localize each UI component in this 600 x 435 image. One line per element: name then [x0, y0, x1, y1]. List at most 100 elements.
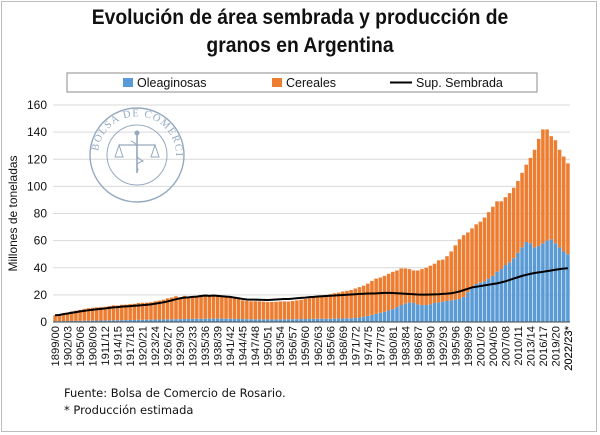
bar-cereales	[557, 149, 562, 248]
bar-oleaginosas	[482, 281, 487, 322]
bar-oleaginosas	[99, 320, 103, 322]
legend-item-oleaginosas: Oleaginosas	[123, 76, 207, 90]
bar-cereales	[407, 269, 412, 303]
bar-cereales	[145, 302, 149, 320]
x-tick-label: 1932/33	[188, 326, 200, 366]
bar-oleaginosas	[315, 318, 320, 322]
bar-cereales	[290, 300, 295, 320]
bar-oleaginosas	[328, 318, 333, 322]
line-sup-sembrada	[55, 267, 568, 317]
bar-oleaginosas	[274, 319, 278, 322]
x-tick-label: 1920/21	[138, 326, 150, 366]
bar-cereales	[424, 267, 428, 306]
bar-cereales	[353, 288, 358, 318]
bar-cereales	[395, 270, 399, 308]
x-tick-label: 1983/84	[400, 326, 412, 366]
seal-emblem-serpent	[130, 140, 145, 172]
bar-cereales	[482, 217, 487, 282]
bar-cereales	[349, 289, 353, 319]
bar-oleaginosas	[290, 319, 295, 322]
bar-oleaginosas	[361, 316, 366, 322]
bar-cereales	[282, 301, 287, 320]
x-tick-label: 2022/23*	[563, 325, 575, 370]
bar-cereales	[378, 277, 383, 313]
bar-oleaginosas	[453, 299, 458, 322]
legend-label: Cereales	[286, 76, 336, 90]
bar-oleaginosas	[170, 319, 174, 322]
bar-cereales	[278, 301, 283, 320]
bar-oleaginosas	[240, 319, 245, 322]
bar-oleaginosas	[386, 310, 391, 322]
bar-oleaginosas	[95, 320, 99, 322]
bar-cereales	[495, 201, 499, 272]
bar-oleaginosas	[532, 247, 537, 322]
x-tick-label: 1977/78	[375, 326, 387, 366]
bar-oleaginosas	[195, 318, 199, 322]
bar-cereales	[149, 302, 153, 320]
bar-cereales	[95, 307, 99, 321]
bar-cereales	[69, 311, 74, 321]
x-tick-label: 1971/72	[350, 326, 362, 366]
x-tick-label: 1950/51	[263, 326, 275, 366]
bar-oleaginosas	[424, 305, 428, 322]
bar-cereales	[120, 304, 124, 321]
bar-cereales	[411, 270, 416, 304]
bar-oleaginosas	[111, 320, 116, 322]
x-tick-label: 1956/57	[288, 326, 300, 366]
bar-cereales	[128, 304, 132, 320]
bar-oleaginosas	[336, 318, 341, 322]
x-tick-label: 1992/93	[438, 326, 450, 366]
bar-cereales	[470, 228, 474, 287]
x-tick-label: 1974/75	[363, 326, 375, 366]
bar-oleaginosas	[507, 262, 512, 322]
bar-cereales	[211, 295, 216, 319]
bar-oleaginosas	[432, 303, 437, 322]
bar-cereales	[161, 299, 166, 320]
bar-oleaginosas	[461, 296, 466, 322]
bar-cereales	[332, 293, 337, 319]
bar-cereales	[382, 275, 387, 312]
x-tick-label: 1905/06	[75, 326, 87, 366]
y-tick-label: 100	[27, 179, 47, 193]
bar-cereales	[240, 300, 245, 320]
y-tick-label: 120	[27, 152, 47, 166]
bar-oleaginosas	[457, 298, 462, 322]
y-tick-label: 60	[34, 234, 48, 248]
y-tick-label: 140	[27, 125, 47, 139]
bar-cereales	[528, 157, 533, 244]
bar-cereales	[532, 149, 537, 248]
bar-cereales	[357, 287, 362, 318]
bar-oleaginosas	[203, 318, 207, 322]
bar-cereales	[220, 296, 224, 319]
bar-oleaginosas	[190, 318, 195, 322]
bar-oleaginosas	[491, 275, 495, 322]
bar-cereales	[303, 298, 308, 320]
bar-oleaginosas	[549, 239, 554, 322]
bar-oleaginosas	[357, 317, 362, 322]
bar-oleaginosas	[282, 319, 287, 322]
bar-cereales	[561, 156, 566, 252]
bar-oleaginosas	[145, 319, 149, 322]
legend-item-sup-sembrada: Sup. Sembrada	[390, 76, 503, 90]
x-tick-label: 1917/18	[125, 326, 137, 366]
x-tick-label: 1968/69	[338, 326, 350, 366]
x-tick-label: 1998/99	[463, 326, 475, 366]
y-tick-label: 20	[34, 288, 48, 302]
bar-oleaginosas	[120, 320, 124, 322]
bar-cereales	[428, 265, 433, 305]
bar-cereales	[432, 263, 437, 304]
bar-cereales	[441, 259, 445, 302]
bar-cereales	[199, 295, 203, 319]
bar-cereales	[53, 315, 57, 322]
bar-oleaginosas	[157, 319, 162, 322]
bar-cereales	[553, 140, 558, 244]
x-tick-label: 1902/03	[63, 326, 75, 366]
bar-cereales	[286, 301, 291, 320]
bar-oleaginosas	[545, 240, 549, 322]
bar-oleaginosas	[541, 243, 545, 322]
bar-cereales	[453, 245, 458, 300]
bar-oleaginosas	[215, 318, 220, 322]
bar-cereales	[90, 307, 95, 321]
